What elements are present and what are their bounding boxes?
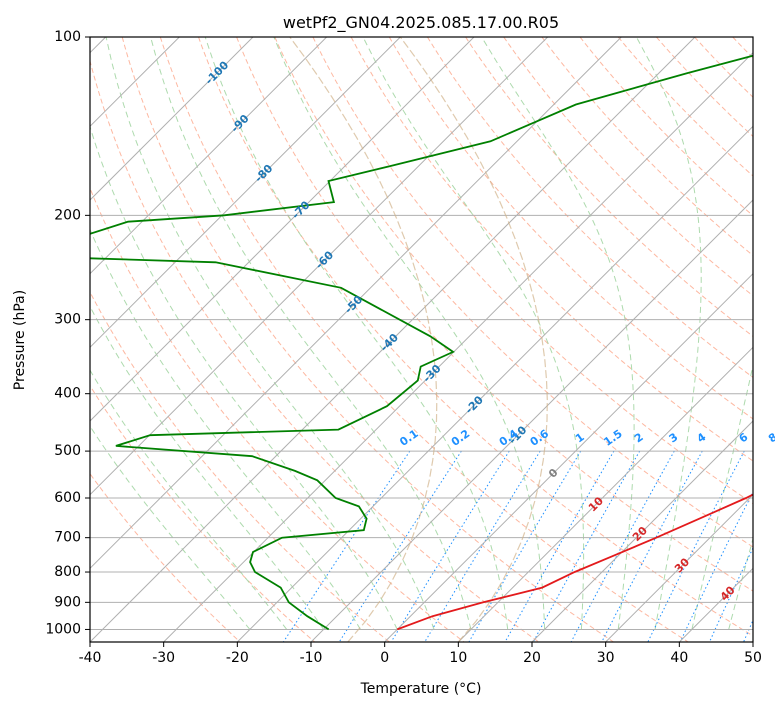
y-tick-label: 800 xyxy=(54,564,81,580)
y-tick-label: 900 xyxy=(54,594,81,610)
x-tick-label: 0 xyxy=(380,650,389,666)
x-tick-label: 30 xyxy=(597,650,615,666)
y-tick-label: 100 xyxy=(54,29,81,45)
y-tick-label: 600 xyxy=(54,490,81,506)
y-tick-label: 300 xyxy=(54,312,81,328)
x-tick-label: 10 xyxy=(449,650,467,666)
x-tick-label: -10 xyxy=(300,650,323,666)
x-tick-label: 20 xyxy=(523,650,541,666)
y-tick-label: 500 xyxy=(54,443,81,459)
y-tick-label: 1000 xyxy=(45,621,81,637)
chart-title: wetPf2_GN04.2025.085.17.00.R05 xyxy=(283,13,559,33)
x-tick-label: -30 xyxy=(152,650,175,666)
y-tick-label: 400 xyxy=(54,386,81,402)
y-tick-label: 700 xyxy=(54,530,81,546)
y-tick-label: 200 xyxy=(54,207,81,223)
x-tick-label: 50 xyxy=(744,650,762,666)
x-tick-label: -20 xyxy=(226,650,249,666)
y-axis-label: Pressure (hPa) xyxy=(12,290,28,390)
x-tick-label: -40 xyxy=(79,650,102,666)
x-tick-label: 40 xyxy=(670,650,688,666)
x-axis-label: Temperature (°C) xyxy=(360,681,482,697)
